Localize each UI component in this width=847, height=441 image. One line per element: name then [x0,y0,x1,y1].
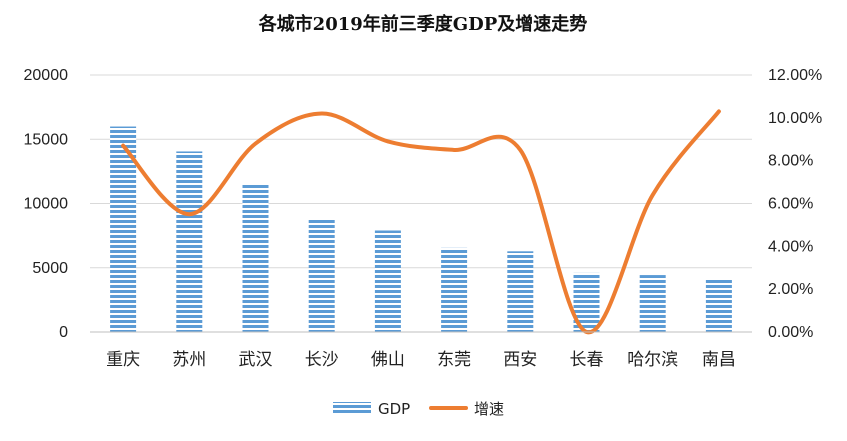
legend-label-growth: 增速 [474,400,504,418]
x-tick-label: 武汉 [239,350,273,370]
x-tick-label: 西安 [503,350,537,370]
x-tick-label: 重庆 [106,350,140,370]
bar-gdp [705,279,732,332]
y-axis-left: 0 5000 10000 15000 20000 [24,67,69,341]
x-tick-label: 长春 [570,350,604,370]
y2-tick-label: 6.00% [768,196,813,213]
legend: GDP 增速 [333,400,504,418]
y-tick-label: 5000 [32,260,68,277]
legend-label-gdp: GDP [378,400,410,418]
growth-point [387,140,389,142]
x-tick-label: 长沙 [305,350,339,370]
y2-tick-label: 0.00% [768,324,813,341]
growth-point [652,194,654,196]
growth-point [519,149,521,151]
bar-gdp [242,183,269,332]
line-series [121,109,721,335]
y2-tick-label: 12.00% [768,67,822,84]
bar-gdp [507,251,534,332]
x-tick-label: 哈尔滨 [627,350,678,370]
bar-gdp [639,275,666,332]
y-axis-right: 0.00% 2.00% 4.00% 6.00% 8.00% 10.00% 12.00% [768,67,822,341]
legend-swatch-gdp [333,402,371,414]
x-tick-label: 东莞 [437,350,471,370]
y-tick-label: 15000 [24,131,69,148]
y2-tick-label: 8.00% [768,153,813,170]
growth-line [121,109,721,335]
growth-point [122,145,124,147]
growth-point [188,213,190,215]
x-tick-label: 佛山 [371,350,405,370]
bar-gdp [441,247,468,332]
y-tick-label: 10000 [24,196,69,213]
y2-tick-label: 4.00% [768,238,813,255]
chart-title: 各城市2019年前三季度GDP及增速走势 [258,13,588,35]
x-tick-label: 南昌 [702,350,736,370]
growth-point [718,110,720,112]
y2-tick-label: 10.00% [768,110,822,127]
bar-gdp [374,230,401,332]
bar-gdp [110,126,137,332]
bar-gdp [308,219,335,332]
y2-tick-label: 2.00% [768,281,813,298]
x-axis: 重庆 苏州 武汉 长沙 佛山 东莞 西安 长春 哈尔滨 南昌 [90,331,752,370]
growth-point [255,143,256,145]
bar-gdp [176,151,203,332]
y-tick-label: 0 [59,324,68,341]
growth-point [453,149,455,151]
bar-series [110,126,732,332]
x-tick-label: 苏州 [172,350,206,370]
y-tick-label: 20000 [24,67,69,84]
growth-point [321,113,323,115]
